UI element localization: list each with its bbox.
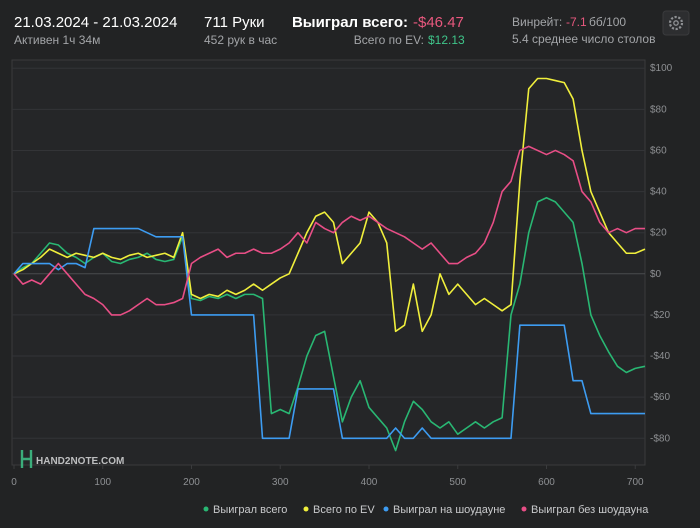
watermark: HAND2NOTE.COM xyxy=(20,450,124,468)
active-time: Активен 1ч 34м xyxy=(14,33,100,47)
x-tick-label: 500 xyxy=(449,477,466,488)
series-line xyxy=(13,145,645,316)
y-tick-label: $40 xyxy=(650,187,667,198)
y-tick-label: $100 xyxy=(650,63,673,74)
winrate-value: -7.1 xyxy=(566,15,587,29)
plot-area xyxy=(11,59,646,466)
legend-marker xyxy=(203,506,209,512)
hands: 711 Руки xyxy=(204,14,265,31)
date-range: 21.03.2024 - 21.03.2024 xyxy=(14,14,177,31)
series-line xyxy=(13,196,646,452)
legend-label: Всего по EV xyxy=(313,504,375,516)
gear-hub[interactable] xyxy=(673,20,679,26)
x-tick-label: 600 xyxy=(538,477,555,488)
x-tick-label: 300 xyxy=(272,477,289,488)
settings-button[interactable] xyxy=(662,10,690,36)
x-tick-label: 400 xyxy=(361,477,378,488)
y-tick-label: -$20 xyxy=(650,310,670,321)
logo xyxy=(20,450,33,468)
legend-marker xyxy=(521,506,527,512)
x-tick-label: 0 xyxy=(11,477,17,488)
y-tick-label: $60 xyxy=(650,145,667,156)
x-tick-label: 700 xyxy=(627,477,644,488)
winrate-label: Винрейт: xyxy=(512,15,562,29)
ev-value: $12.13 xyxy=(428,33,465,47)
y-tick-label: -$40 xyxy=(650,351,670,362)
tables: 5.4 среднее число столов xyxy=(512,32,655,46)
y-tick-label: -$60 xyxy=(650,392,670,403)
winrate-unit: бб/100 xyxy=(589,15,626,29)
won-total-value: -$46.47 xyxy=(413,14,464,31)
settings-box[interactable] xyxy=(662,10,690,36)
series-line xyxy=(13,77,646,333)
legend-marker xyxy=(303,506,309,512)
y-tick-label: $20 xyxy=(650,228,667,239)
legend-marker xyxy=(383,506,389,512)
y-tick-label: -$80 xyxy=(650,433,670,444)
ev-label: Всего по EV: xyxy=(354,33,424,47)
y-tick-label: $0 xyxy=(650,269,662,280)
legend-label: Выиграл на шоудауне xyxy=(393,504,505,516)
gear[interactable] xyxy=(668,15,684,31)
won-total-label: Выиграл всего: xyxy=(292,14,408,31)
hands-per-hour: 452 рук в час xyxy=(204,33,277,47)
lines xyxy=(13,77,646,452)
legend-label: Выиграл всего xyxy=(213,504,287,516)
legend: Выиграл всего Всего по EV Выиграл на шоуда… xyxy=(203,504,649,516)
watermark-text: HAND2NOTE.COM xyxy=(36,456,124,467)
x-tick-label: 100 xyxy=(94,477,111,488)
x-tick-label: 200 xyxy=(183,477,200,488)
legend-label: Выиграл без шоудауна xyxy=(531,504,649,516)
y-tick-label: $80 xyxy=(650,104,667,115)
series-line xyxy=(13,227,645,440)
